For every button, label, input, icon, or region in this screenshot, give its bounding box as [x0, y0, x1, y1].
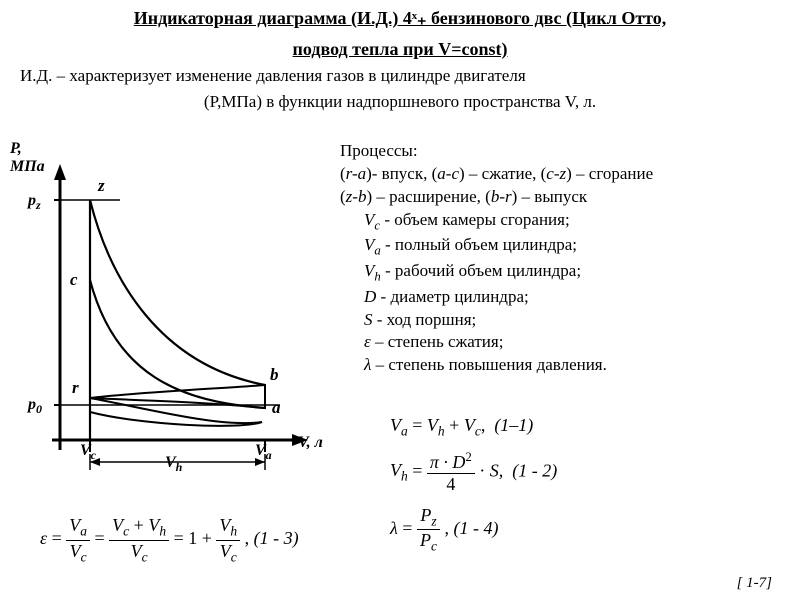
pt-c: c: [70, 270, 78, 290]
title-line1: Индикаторная диаграмма (И.Д.) 4ˣ₊ бензин…: [0, 0, 800, 31]
proc-line1: (r-a)- впуск, (a-c) – сжатие, (c-z) – сг…: [340, 163, 790, 186]
pt-b: b: [270, 365, 279, 385]
def-s: S - ход поршня;: [364, 309, 790, 332]
pt-r: r: [72, 378, 79, 398]
formula-eps: ε = VaVc = Vc + VhVc = 1 + VhVc , (1 - 3…: [40, 515, 299, 565]
def-vh: Vh - рабочий объем цилиндра;: [364, 260, 790, 286]
formula-lambda: λ = PzPc , (1 - 4): [390, 505, 557, 555]
right-column: Процессы: (r-a)- впуск, (a-c) – сжатие, …: [340, 140, 790, 377]
formula-vh: Vh = π · D24 · S, (1 - 2): [390, 450, 557, 495]
tick-vc: Vc: [80, 442, 96, 463]
def-eps: ε – степень сжатия;: [364, 331, 790, 354]
tick-p0: p0: [28, 396, 42, 417]
def-d: D - диаметр цилиндра;: [364, 286, 790, 309]
definitions: Vc - объем камеры сгорания; Va - полный …: [364, 209, 790, 378]
tick-vh: Vh: [165, 454, 182, 475]
def-lambda: λ – степень повышения давления.: [364, 354, 790, 377]
subtitle-line1: И.Д. – характеризует изменение давления …: [0, 62, 800, 88]
tick-pz: pz: [28, 192, 41, 213]
axis-x-label: V, л: [298, 434, 323, 452]
page: Индикаторная диаграмма (И.Д.) 4ˣ₊ бензин…: [0, 0, 800, 600]
pt-z: z: [98, 176, 105, 196]
subtitle-line2: (P,МПа) в функции надпоршневого простран…: [0, 88, 800, 114]
tick-va: Va: [255, 442, 272, 463]
page-ref: [ 1-7]: [737, 575, 772, 592]
def-va: Va - полный объем цилиндра;: [364, 234, 790, 260]
pt-a: a: [272, 398, 281, 418]
formula-va: Va = Vh + Vc, (1–1): [390, 415, 557, 440]
formulas-right: Va = Vh + Vc, (1–1) Vh = π · D24 · S, (1…: [390, 415, 557, 555]
pv-diagram: P,МПа V, л z c r b a pz p0 Vc Vh Va: [10, 140, 330, 490]
def-vc: Vc - объем камеры сгорания;: [364, 209, 790, 235]
title-line2: подвод тепла при V=const): [0, 31, 800, 62]
proc-line2: (z-b) – расширение, (b-r) – выпуск: [340, 186, 790, 209]
processes-head: Процессы:: [340, 140, 790, 163]
axis-y-label: P,МПа: [10, 140, 45, 176]
